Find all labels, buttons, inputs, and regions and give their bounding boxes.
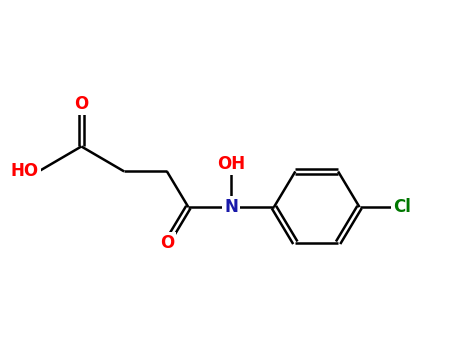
Text: O: O xyxy=(74,95,88,113)
Text: HO: HO xyxy=(10,162,39,181)
Text: OH: OH xyxy=(217,155,245,173)
Text: O: O xyxy=(160,234,174,252)
Text: N: N xyxy=(224,198,238,216)
Text: Cl: Cl xyxy=(394,198,411,216)
